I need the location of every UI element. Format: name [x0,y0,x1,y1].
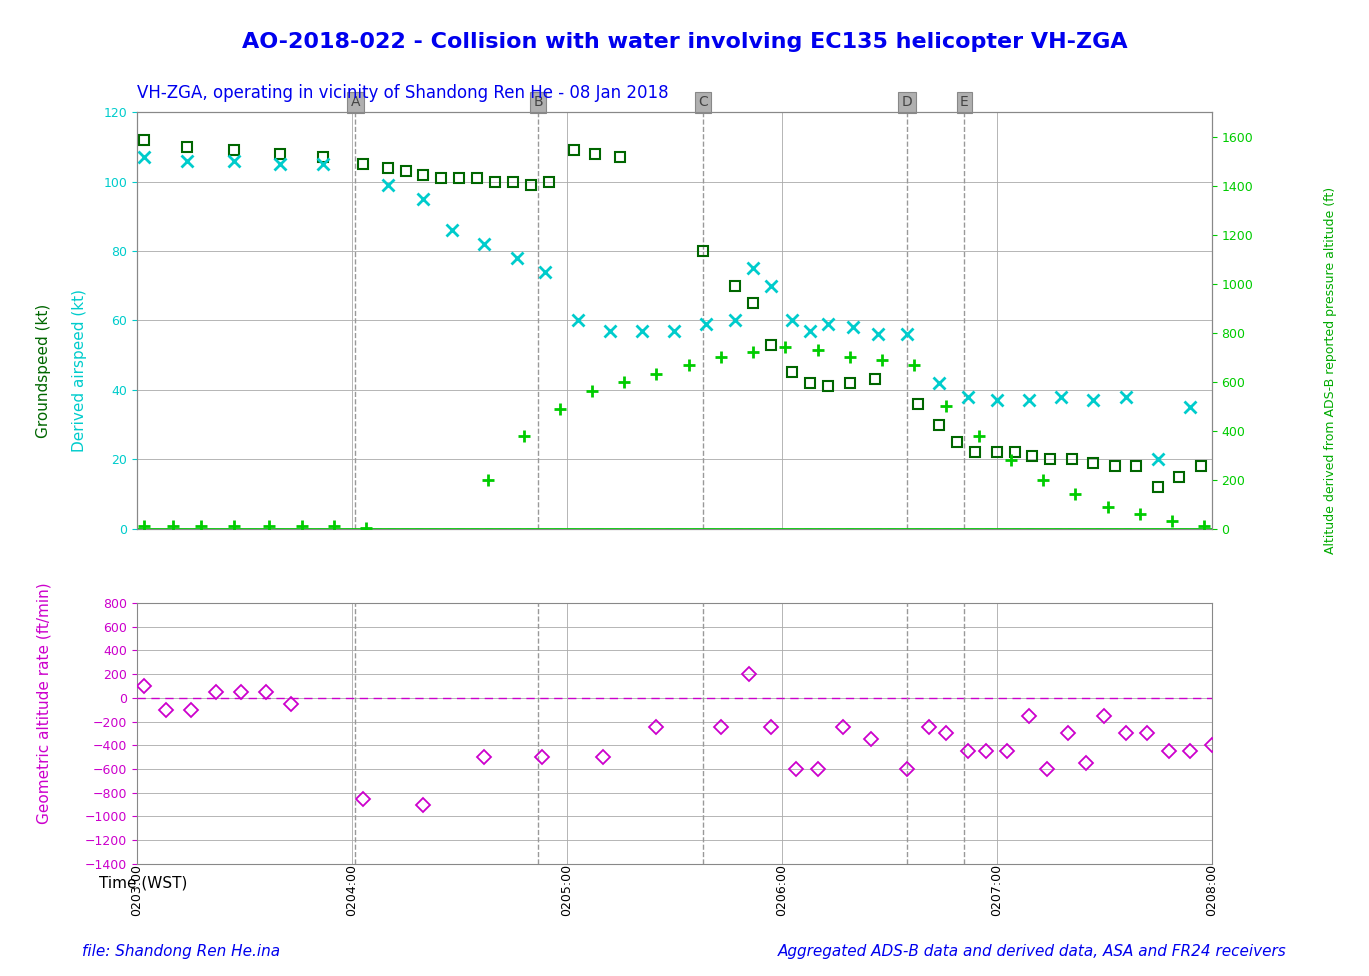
Text: 0206:00: 0206:00 [775,864,789,915]
Text: 0205:00: 0205:00 [560,864,574,915]
Text: Derived airspeed (kt): Derived airspeed (kt) [73,289,86,453]
Text: E: E [960,96,969,109]
Text: 0204:00: 0204:00 [345,864,359,915]
Text: VH-ZGA, operating in vicinity of Shandong Ren He - 08 Jan 2018: VH-ZGA, operating in vicinity of Shandon… [137,84,668,102]
Text: AO-2018-022 - Collision with water involving EC135 helicopter VH-ZGA: AO-2018-022 - Collision with water invol… [242,32,1127,52]
Text: D: D [902,96,913,109]
Text: C: C [698,96,708,109]
Text: 0203:00: 0203:00 [130,864,144,915]
Text: Groundspeed (kt): Groundspeed (kt) [37,304,51,438]
Text: 0207:00: 0207:00 [990,864,1003,915]
Text: Aggregated ADS-B data and derived data, ASA and FR24 receivers: Aggregated ADS-B data and derived data, … [778,944,1287,959]
Text: B: B [534,96,543,109]
Text: A: A [350,96,360,109]
Text: Altitude derived from ADS-B reported pressure altitude (ft): Altitude derived from ADS-B reported pre… [1324,187,1338,554]
Text: file: Shandong Ren He.ina: file: Shandong Ren He.ina [82,944,281,959]
Text: Time (WST): Time (WST) [99,875,188,891]
Text: 0208:00: 0208:00 [1205,864,1218,915]
Text: Geometric altitude rate (ft/min): Geometric altitude rate (ft/min) [37,582,51,824]
